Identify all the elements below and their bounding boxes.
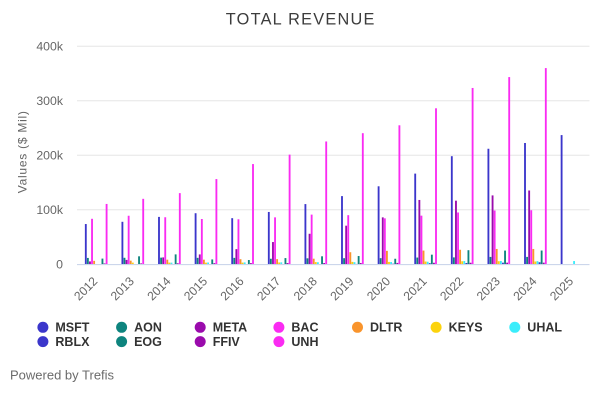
svg-text:FFIV: FFIV [213,335,241,349]
svg-text:BAC: BAC [291,321,318,335]
svg-text:EOG: EOG [134,335,162,349]
svg-text:MSFT: MSFT [55,321,89,335]
svg-text:0: 0 [56,257,63,271]
svg-text:Powered by Trefis: Powered by Trefis [10,368,115,383]
svg-text:AON: AON [134,321,162,335]
svg-text:UNH: UNH [291,335,318,349]
svg-text:DLTR: DLTR [370,321,402,335]
svg-text:200k: 200k [36,148,64,162]
svg-text:TOTAL REVENUE: TOTAL REVENUE [226,11,376,29]
svg-text:UHAL: UHAL [527,321,562,335]
svg-text:RBLX: RBLX [55,335,90,349]
svg-text:400k: 400k [36,40,64,54]
svg-text:META: META [213,321,248,335]
svg-text:300k: 300k [36,94,64,108]
svg-text:KEYS: KEYS [449,321,483,335]
svg-text:100k: 100k [36,203,64,217]
svg-text:Values ($ Mil): Values ($ Mil) [16,110,30,193]
